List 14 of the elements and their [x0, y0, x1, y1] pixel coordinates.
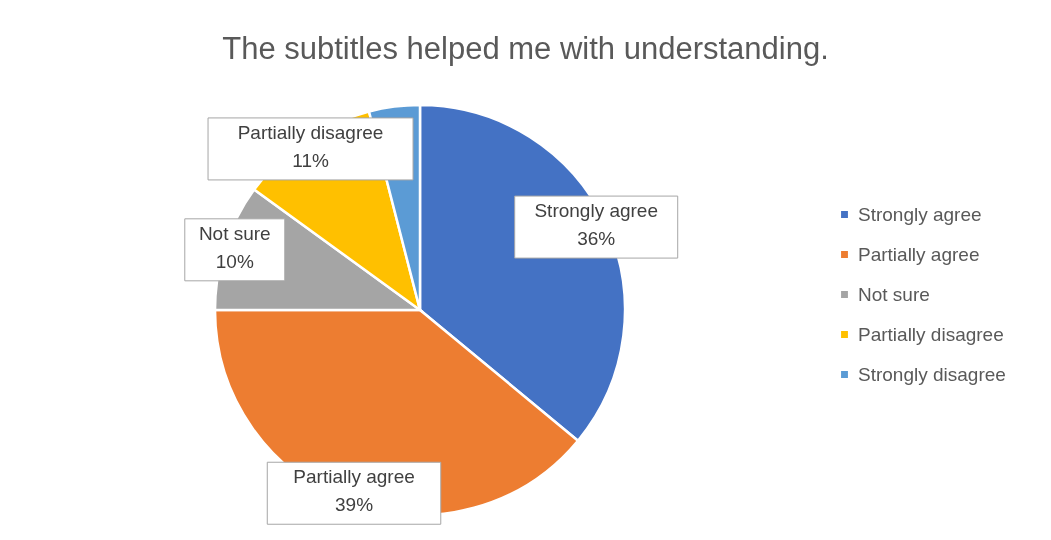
legend-label: Strongly disagree [858, 363, 1006, 385]
legend-label: Partially agree [858, 243, 980, 265]
legend-label: Strongly agree [858, 203, 982, 225]
chart-title: The subtitles helped me with understanding. [222, 31, 829, 66]
slice-label: Partially agree [293, 466, 415, 488]
data-label: 39% [335, 494, 374, 516]
legend-label: Partially disagree [858, 323, 1004, 345]
data-label: 11% [292, 149, 329, 171]
slice-label: Partially disagree [237, 121, 384, 143]
slice-label: Strongly agree [534, 200, 658, 222]
data-label: 36% [577, 228, 616, 250]
data-label: 10% [215, 250, 254, 272]
legend-label: Not sure [858, 283, 930, 305]
slice-label: Not sure [198, 222, 271, 244]
